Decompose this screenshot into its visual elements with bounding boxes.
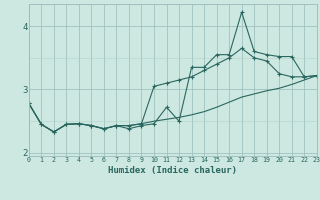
X-axis label: Humidex (Indice chaleur): Humidex (Indice chaleur)	[108, 166, 237, 175]
